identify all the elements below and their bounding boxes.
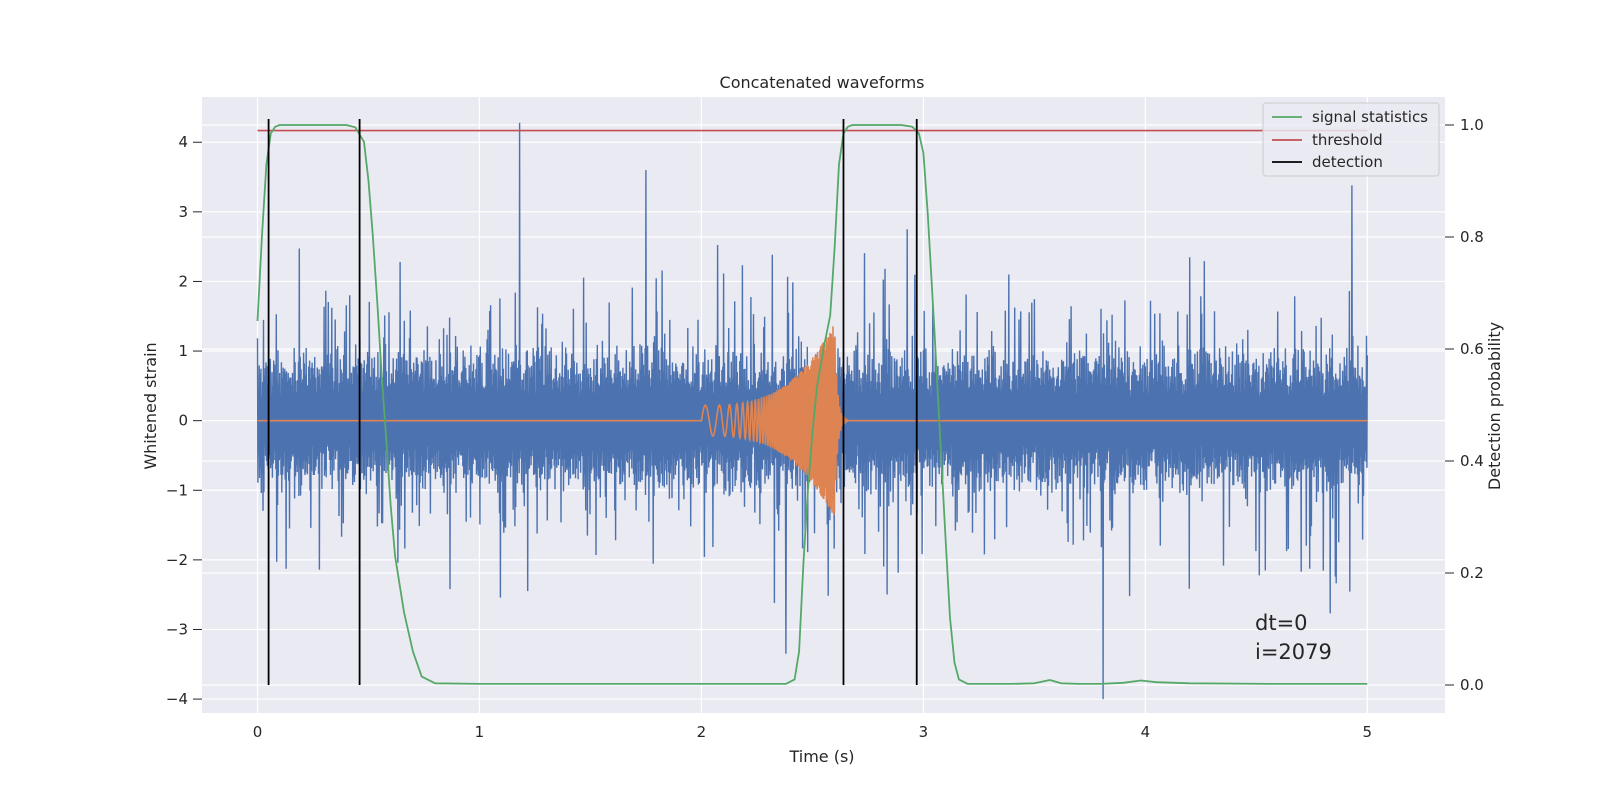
- x-tick-label: 4: [1141, 723, 1151, 741]
- x-axis-label: Time (s): [788, 747, 854, 766]
- y-tick-label: −3: [166, 620, 188, 638]
- x-tick-label: 1: [475, 723, 485, 741]
- x-tick-label: 2: [697, 723, 707, 741]
- y-tick-label: −1: [166, 481, 188, 499]
- y-tick-label: 0: [178, 412, 188, 430]
- signal-statistics-line: [256, 124, 1368, 685]
- y2-tick-label: 0.0: [1460, 676, 1484, 694]
- y2-tick-label: 0.8: [1460, 228, 1484, 246]
- y2-tick-label: 0.6: [1460, 340, 1484, 358]
- x-axis-ticks: 0 1 2 3 4 5: [253, 723, 1372, 741]
- chart-title: Concatenated waveforms: [720, 73, 925, 92]
- annotation-dt: dt=0: [1255, 611, 1308, 635]
- y-axis-label: Whitened strain: [141, 342, 160, 469]
- legend-label-signal-statistics: signal statistics: [1312, 108, 1428, 126]
- annotation-index: i=2079: [1255, 640, 1332, 664]
- x-tick-label: 0: [253, 723, 263, 741]
- y-tick-label: 4: [178, 133, 188, 151]
- x-tick-label: 3: [919, 723, 929, 741]
- data-layer: [256, 119, 1369, 700]
- y2-tick-label: 0.4: [1460, 452, 1484, 470]
- x-tick-label: 5: [1363, 723, 1373, 741]
- legend: signal statistics threshold detection: [1262, 102, 1440, 177]
- y2-tick-label: 1.0: [1460, 116, 1484, 134]
- y-tick-label: 1: [178, 342, 188, 360]
- y-axis-ticks: −4 −3 −2 −1 0 1 2 3 4: [166, 133, 202, 708]
- y2-axis-ticks: 0.0 0.2 0.4 0.6 0.8 1.0: [1445, 116, 1484, 694]
- legend-box: [1262, 102, 1440, 177]
- y2-axis-label: Detection probability: [1485, 322, 1504, 490]
- template-series: [257, 326, 1368, 516]
- legend-label-threshold: threshold: [1312, 131, 1383, 149]
- y-tick-label: −4: [166, 690, 188, 708]
- y-tick-label: 2: [178, 272, 188, 290]
- y-tick-label: 3: [178, 203, 188, 221]
- y2-tick-label: 0.2: [1460, 564, 1484, 582]
- y-tick-label: −2: [166, 551, 188, 569]
- legend-label-detection: detection: [1312, 153, 1383, 171]
